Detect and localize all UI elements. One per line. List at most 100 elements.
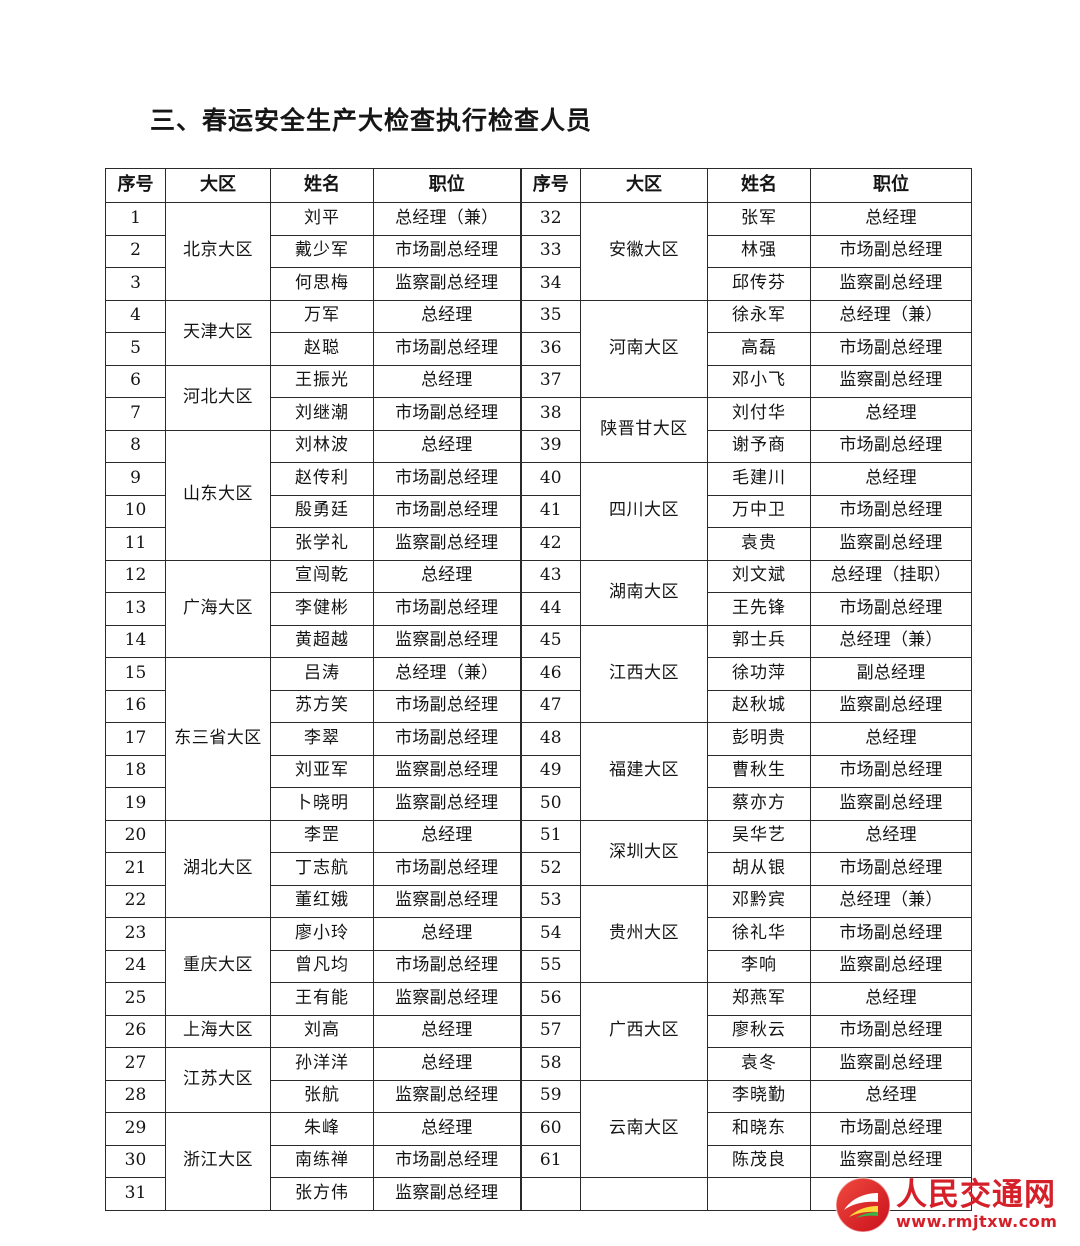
cell-region-right <box>580 1177 708 1211</box>
cell-position-left: 总经理 <box>373 299 521 333</box>
cell-name-right: 李晓勤 <box>707 1079 811 1113</box>
cell-position-right: 市场副总经理 <box>810 234 972 268</box>
cell-region-left: 江苏大区 <box>165 1047 271 1113</box>
cell-name-left: 苏方笑 <box>270 689 374 723</box>
header-region-right: 大区 <box>580 168 708 203</box>
cell-name-left: 朱峰 <box>270 1112 374 1146</box>
cell-region-right: 四川大区 <box>580 462 708 561</box>
cell-position-right: 总经理 <box>810 722 972 756</box>
cell-position-right: 监察副总经理 <box>810 787 972 821</box>
cell-position-left: 监察副总经理 <box>373 787 521 821</box>
cell-name-left: 王有能 <box>270 982 374 1016</box>
cell-index-left: 14 <box>105 624 166 658</box>
table-row: 4 天津大区 万军 总经理 35 河南大区 徐永军 总经理（兼） <box>105 299 972 398</box>
cell-region-left: 山东大区 <box>165 429 271 561</box>
table-row: 8 山东大区 刘林波 总经理 39 谢予商 市场副总经理 <box>105 429 972 561</box>
cell-position-left: 监察副总经理 <box>373 754 521 788</box>
cell-position-right: 市场副总经理 <box>810 754 972 788</box>
cell-name-right: 张军 <box>707 202 811 236</box>
rmjtxw-logo-icon <box>834 1176 892 1234</box>
cell-index-left: 27 <box>105 1047 166 1081</box>
cell-index-left: 31 <box>105 1177 166 1211</box>
cell-index-left: 16 <box>105 689 166 723</box>
cell-index-right: 40 <box>519 462 581 496</box>
cell-index-left: 29 <box>105 1112 166 1146</box>
cell-name-left: 何思梅 <box>270 267 374 301</box>
cell-name-left: 戴少军 <box>270 234 374 268</box>
cell-name-left: 李翠 <box>270 722 374 756</box>
cell-region-right: 陕晋甘大区 <box>580 397 708 463</box>
cell-region-left: 重庆大区 <box>165 917 271 1016</box>
cell-name-left: 廖小玲 <box>270 917 374 951</box>
cell-name-right: 胡从银 <box>707 852 811 886</box>
header-index-left: 序号 <box>105 168 166 203</box>
table-row: 13 李健彬 市场副总经理 44 王先锋 市场副总经理 <box>105 592 972 626</box>
cell-index-right: 59 <box>519 1079 581 1113</box>
table-row: 6 河北大区 王振光 总经理 37 邓小飞 监察副总经理 <box>105 364 972 431</box>
table-row: 15 东三省大区 吕涛 总经理（兼） 46 徐功萍 副总经理 <box>105 657 972 821</box>
cell-region-left: 河北大区 <box>165 364 271 431</box>
cell-region-right: 贵州大区 <box>580 884 708 983</box>
cell-index-left: 12 <box>105 559 166 593</box>
cell-name-left: 董红娥 <box>270 884 374 918</box>
cell-index-left: 10 <box>105 494 166 528</box>
table-row: 16 苏方笑 市场副总经理 47 赵秋城 监察副总经理 <box>105 689 972 723</box>
cell-index-right <box>519 1177 581 1211</box>
cell-position-right: 市场副总经理 <box>810 917 972 951</box>
table-row: 11 张学礼 监察副总经理 42 袁贵 监察副总经理 <box>105 527 972 561</box>
cell-name-right: 林强 <box>707 234 811 268</box>
cell-name-right: 吴华艺 <box>707 819 811 853</box>
cell-name-right: 邱传芬 <box>707 267 811 301</box>
cell-name-right: 徐礼华 <box>707 917 811 951</box>
table-header-row: 序号 大区 姓名 职位 序号 大区 姓名 职位 <box>105 168 972 203</box>
cell-index-left: 2 <box>105 234 166 268</box>
table-row: 19 卜晓明 监察副总经理 50 蔡亦方 监察副总经理 <box>105 787 972 821</box>
cell-name-left: 卜晓明 <box>270 787 374 821</box>
cell-region-left: 东三省大区 <box>165 657 271 821</box>
cell-name-right: 袁贵 <box>707 527 811 561</box>
cell-region-right: 湖南大区 <box>580 559 708 626</box>
cell-name-left: 刘高 <box>270 1014 374 1048</box>
cell-position-left: 市场副总经理 <box>373 1144 521 1178</box>
cell-name-left: 南练禅 <box>270 1144 374 1178</box>
cell-name-left: 王振光 <box>270 364 374 398</box>
cell-name-left: 刘林波 <box>270 429 374 463</box>
cell-name-right: 高磊 <box>707 332 811 366</box>
cell-name-left: 张方伟 <box>270 1177 374 1211</box>
cell-name-left: 张学礼 <box>270 527 374 561</box>
table-row: 14 黄超越 监察副总经理 45 江西大区 郭士兵 总经理（兼） <box>105 624 972 723</box>
cell-region-left: 浙江大区 <box>165 1112 271 1211</box>
table-row: 10 殷勇廷 市场副总经理 41 万中卫 市场副总经理 <box>105 494 972 528</box>
cell-position-right: 市场副总经理 <box>810 1112 972 1146</box>
cell-index-right: 33 <box>519 234 581 268</box>
cell-position-right: 监察副总经理 <box>810 364 972 398</box>
cell-position-left: 总经理 <box>373 429 521 463</box>
table-row: 17 李翠 市场副总经理 48 福建大区 彭明贵 总经理 <box>105 722 972 821</box>
cell-name-left: 宣闯乾 <box>270 559 374 593</box>
cell-index-right: 58 <box>519 1047 581 1081</box>
cell-index-left: 13 <box>105 592 166 626</box>
cell-name-left: 李罡 <box>270 819 374 853</box>
cell-position-left: 监察副总经理 <box>373 1079 521 1113</box>
cell-position-right: 监察副总经理 <box>810 527 972 561</box>
cell-position-left: 市场副总经理 <box>373 494 521 528</box>
cell-index-right: 56 <box>519 982 581 1016</box>
page-title: 三、春运安全生产大检查执行检查人员 <box>150 106 593 135</box>
cell-position-right: 监察副总经理 <box>810 689 972 723</box>
cell-index-left: 21 <box>105 852 166 886</box>
cell-name-right: 郑燕军 <box>707 982 811 1016</box>
cell-position-left: 总经理（兼） <box>373 202 521 236</box>
cell-position-left: 监察副总经理 <box>373 884 521 918</box>
cell-index-right: 45 <box>519 624 581 658</box>
cell-index-right: 34 <box>519 267 581 301</box>
cell-index-right: 57 <box>519 1014 581 1048</box>
cell-index-right: 38 <box>519 397 581 431</box>
table-row: 29 浙江大区 朱峰 总经理 60 和晓东 市场副总经理 <box>105 1112 972 1211</box>
cell-index-right: 36 <box>519 332 581 366</box>
cell-index-left: 23 <box>105 917 166 951</box>
cell-index-left: 8 <box>105 429 166 463</box>
cell-index-left: 7 <box>105 397 166 431</box>
cell-position-left: 总经理 <box>373 559 521 593</box>
cell-index-left: 11 <box>105 527 166 561</box>
cell-region-right: 河南大区 <box>580 299 708 398</box>
